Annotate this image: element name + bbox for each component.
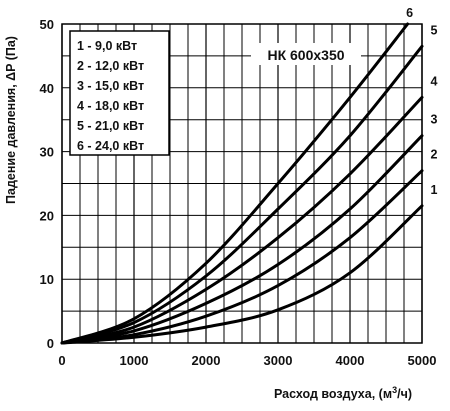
x-tick-label: 0 <box>58 353 65 368</box>
series-line-4 <box>60 95 424 345</box>
series-line-3 <box>60 134 424 345</box>
series-line-2 <box>60 169 424 345</box>
legend-entry-5: 5 - 21,0 кВт <box>77 119 144 133</box>
y-tick-label: 30 <box>40 145 54 160</box>
series-label-5: 5 <box>431 23 438 37</box>
series-label-1: 1 <box>431 183 438 197</box>
plot-frame <box>61 23 423 344</box>
y-tick-label: 0 <box>47 336 54 351</box>
legend: 1 - 9,0 кВт 2 - 12,0 кВт 3 - 15,0 кВт 4 … <box>69 30 170 156</box>
model-label-bg <box>251 43 361 65</box>
legend-entry-1: 1 - 9,0 кВт <box>77 39 137 53</box>
series-label-4: 4 <box>431 74 438 88</box>
legend-entry-6: 6 - 24,0 кВт <box>77 139 144 153</box>
y-axis-title: Падение давления, ΔP (Па) <box>4 36 18 204</box>
chart-title: НК 600x350 <box>267 47 344 63</box>
series-label-3: 3 <box>431 113 438 127</box>
x-tick-label: 1000 <box>120 353 149 368</box>
x-tick-label: 3000 <box>264 353 293 368</box>
legend-entry-2: 2 - 12,0 кВт <box>77 59 144 73</box>
series-label-6: 6 <box>406 6 413 20</box>
x-tick-label: 2000 <box>192 353 221 368</box>
series-label-2: 2 <box>431 148 438 162</box>
y-tick-label: 40 <box>40 81 54 96</box>
y-tick-label: 20 <box>40 208 54 223</box>
series-line-6 <box>60 22 410 345</box>
series-line-1 <box>60 204 424 345</box>
model-label-box: НК 600x350 <box>251 43 361 65</box>
legend-entry-3: 3 - 15,0 кВт <box>77 79 144 93</box>
legend-entry-4: 4 - 18,0 кВт <box>77 99 144 113</box>
y-tick-label: 10 <box>40 272 54 287</box>
y-tick-label: 50 <box>40 17 54 32</box>
series-line-5 <box>60 44 424 345</box>
series: 1 2 3 4 5 6 <box>60 6 438 345</box>
legend-box <box>69 30 170 156</box>
x-tick-label: 4000 <box>336 353 365 368</box>
x-axis-title: Расход воздуха, (м3/ч) <box>274 385 412 401</box>
axes: 0 1000 2000 3000 4000 5000 0 10 20 30 40 50 <box>40 17 437 368</box>
x-tick-label: 5000 <box>408 353 437 368</box>
